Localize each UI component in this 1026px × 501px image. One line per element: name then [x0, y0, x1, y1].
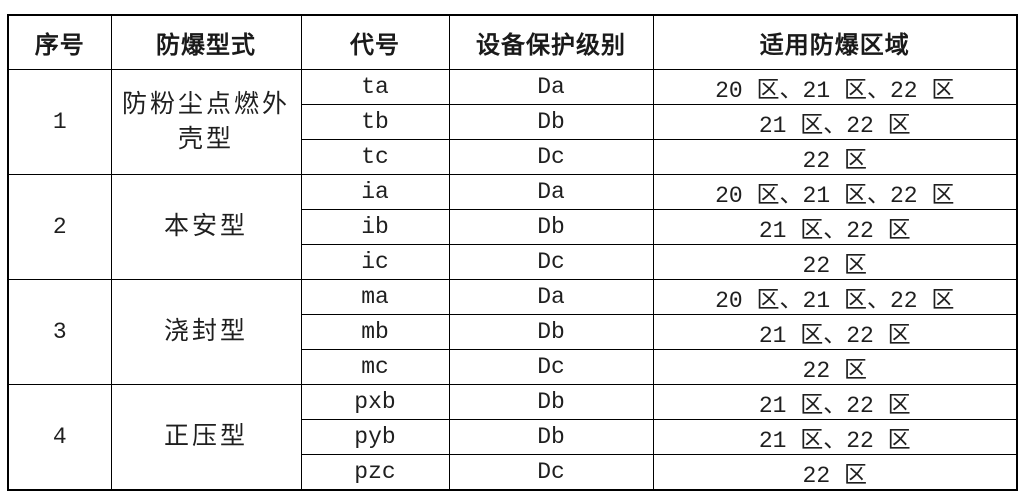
table-row: ic Dc 22 区 — [8, 243, 1018, 280]
level-cell: Dc — [448, 453, 654, 490]
table-row: tb Db 21 区、22 区 — [8, 103, 1018, 140]
serial-cell: 3 — [7, 278, 112, 385]
code-cell: ta — [300, 68, 450, 105]
level-cell: Db — [448, 418, 654, 455]
level-cell: Da — [448, 173, 654, 210]
header-row: 序号 防爆型式 代号 设备保护级别 适用防爆区域 — [7, 14, 1018, 70]
code-cell: ib — [300, 208, 450, 245]
level-cell: Dc — [448, 348, 654, 385]
zones-cell: 22 区 — [652, 138, 1018, 175]
table-row: 1 防粉尘点燃外壳型 ta Da 20 区、21 区、22 区 — [7, 68, 1018, 175]
col-header-equipment-protection-level: 设备保护级别 — [448, 14, 654, 70]
code-cell: tb — [300, 103, 450, 140]
table-body: 1 防粉尘点燃外壳型 ta Da 20 区、21 区、22 区 tb Db 21… — [7, 68, 1018, 490]
level-cell: Db — [448, 103, 654, 140]
code-cell: ia — [300, 173, 450, 210]
code-cell: ma — [300, 278, 450, 315]
zones-cell: 22 区 — [652, 243, 1018, 280]
zones-cell: 22 区 — [652, 348, 1018, 385]
col-header-serial: 序号 — [7, 14, 112, 70]
type-cell: 防粉尘点燃外壳型 — [110, 68, 302, 175]
zones-cell: 20 区、21 区、22 区 — [652, 278, 1018, 315]
level-cell: Db — [448, 313, 654, 350]
code-cell: pxb — [300, 383, 450, 420]
table-row: 3 浇封型 ma Da 20 区、21 区、22 区 — [7, 278, 1018, 385]
table-row: 2 本安型 ia Da 20 区、21 区、22 区 — [7, 173, 1018, 280]
zones-cell: 21 区、22 区 — [652, 208, 1018, 245]
table-header: 序号 防爆型式 代号 设备保护级别 适用防爆区域 — [7, 14, 1018, 70]
table-row: pzc Dc 22 区 — [8, 453, 1018, 490]
zones-cell: 20 区、21 区、22 区 — [652, 173, 1018, 210]
col-header-code: 代号 — [300, 14, 450, 70]
table-row: mc Dc 22 区 — [8, 348, 1018, 385]
zones-cell: 22 区 — [652, 453, 1018, 490]
explosion-proof-types-table: 序号 防爆型式 代号 设备保护级别 适用防爆区域 1 防粉尘点燃外壳型 ta D… — [7, 14, 1018, 491]
level-cell: Da — [448, 68, 654, 105]
serial-cell: 4 — [7, 383, 112, 490]
type-cell: 浇封型 — [110, 278, 302, 385]
code-cell: tc — [300, 138, 450, 175]
zones-cell: 21 区、22 区 — [652, 418, 1018, 455]
table-row: pyb Db 21 区、22 区 — [8, 418, 1018, 455]
level-cell: Db — [448, 208, 654, 245]
code-cell: pyb — [300, 418, 450, 455]
level-cell: Db — [448, 383, 654, 420]
level-cell: Da — [448, 278, 654, 315]
code-cell: pzc — [300, 453, 450, 490]
zones-cell: 21 区、22 区 — [652, 313, 1018, 350]
zones-cell: 21 区、22 区 — [652, 383, 1018, 420]
code-cell: mb — [300, 313, 450, 350]
code-cell: mc — [300, 348, 450, 385]
zones-cell: 21 区、22 区 — [652, 103, 1018, 140]
level-cell: Dc — [448, 138, 654, 175]
level-cell: Dc — [448, 243, 654, 280]
serial-cell: 1 — [7, 68, 112, 175]
type-cell: 正压型 — [110, 383, 302, 490]
zones-cell: 20 区、21 区、22 区 — [652, 68, 1018, 105]
table-row: mb Db 21 区、22 区 — [8, 313, 1018, 350]
code-cell: ic — [300, 243, 450, 280]
col-header-applicable-zones: 适用防爆区域 — [652, 14, 1018, 70]
col-header-protection-type: 防爆型式 — [110, 14, 302, 70]
serial-cell: 2 — [7, 173, 112, 280]
table-row: 4 正压型 pxb Db 21 区、22 区 — [7, 383, 1018, 490]
type-cell: 本安型 — [110, 173, 302, 280]
